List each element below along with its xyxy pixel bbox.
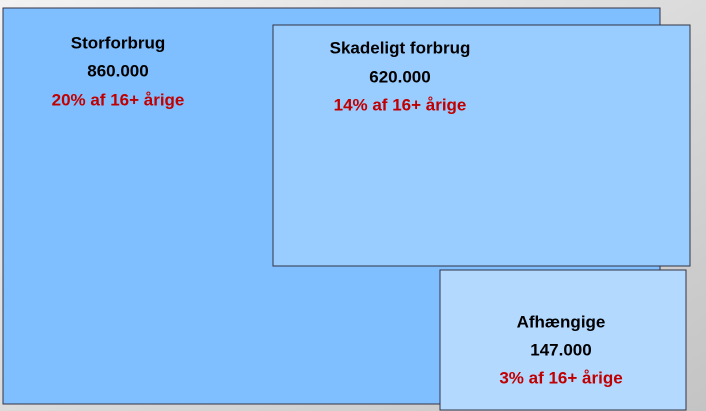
label: Skadeligt forbrug [330,38,471,57]
label: Storforbrug [71,33,165,52]
value: 147.000 [530,340,591,359]
value: 620.000 [369,67,430,86]
share: 3% af 16+ årige [499,368,622,387]
box-skadeligt [272,24,691,267]
share: 14% af 16+ årige [334,95,467,114]
label: Afhængige [517,312,606,331]
box-afhaengige [439,269,687,411]
value: 860.000 [87,61,148,80]
share: 20% af 16+ årige [52,90,185,109]
